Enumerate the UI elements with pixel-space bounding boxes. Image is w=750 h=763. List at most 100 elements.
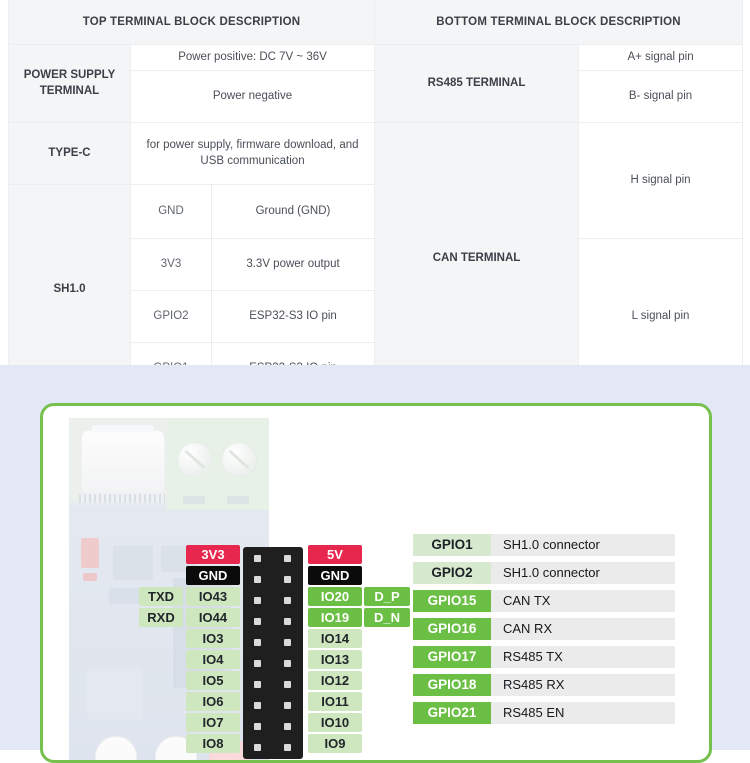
pin-label-d_p: D_P (364, 587, 410, 606)
pin-label-empty (364, 671, 410, 690)
terminal-slot (227, 496, 249, 504)
pin-label-3v3: 3V3 (186, 545, 240, 564)
pin-label-io13: IO13 (308, 650, 362, 669)
pin-label-gnd: GND (186, 566, 240, 585)
table-row: GPIO2 ESP32-S3 IO pin (9, 289, 743, 343)
pin-label-empty (364, 734, 410, 753)
pin-header-hole (254, 576, 261, 583)
cell-rs485-a-signal: A+ signal pin (578, 44, 744, 71)
pin-header-hole (254, 744, 261, 751)
pin-label-io11: IO11 (308, 692, 362, 711)
pin-label-io14: IO14 (308, 629, 362, 648)
pin-header-hole (254, 702, 261, 709)
table-row: POWER SUPPLY TERMINAL Power positive: DC… (8, 44, 744, 123)
pin-header-hole (284, 597, 291, 604)
cell-power-supply-terminal: POWER SUPPLY TERMINAL (8, 44, 131, 123)
terminal-screw-icon (221, 442, 257, 478)
pin-header-hole (254, 597, 261, 604)
pin-label-io4: IO4 (186, 650, 240, 669)
pin-label-io19: IO19 (308, 608, 362, 627)
legend-gpio-description: SH1.0 connector (491, 534, 675, 556)
cell-sh10: SH1.0 (8, 183, 131, 395)
pin-label-io10: IO10 (308, 713, 362, 732)
pin-label-io44: IO44 (186, 608, 240, 627)
pin-header-connector (243, 547, 303, 759)
pin-label-empty (139, 671, 183, 690)
cell-sh10-desc: 3.3V power output (210, 237, 376, 291)
pin-label-empty (139, 734, 183, 753)
rf-connector (87, 668, 143, 720)
pcb-component (83, 573, 97, 581)
pin-label-d_n: D_N (364, 608, 410, 627)
pin-label-rxd: RXD (139, 608, 183, 627)
pin-header-hole (284, 681, 291, 688)
pin-label-io43: IO43 (186, 587, 240, 606)
legend-row: GPIO1 SH1.0 connector (413, 534, 675, 556)
pin-header-hole (284, 702, 291, 709)
pin-label-txd: TXD (139, 587, 183, 606)
pin-header-hole (284, 660, 291, 667)
gpio-function-legend: GPIO1 SH1.0 connector GPIO2 SH1.0 connector… (413, 534, 675, 724)
pin-label-empty (364, 692, 410, 711)
pin-header-hole (284, 639, 291, 646)
legend-gpio-tag: GPIO21 (413, 702, 491, 724)
pin-label-empty (364, 650, 410, 669)
terminal-block-table: TOP TERMINAL BLOCK DESCRIPTION BOTTOM TE… (7, 0, 744, 395)
legend-gpio-tag: GPIO16 (413, 618, 491, 640)
legend-row: GPIO18 RS485 RX (413, 674, 675, 696)
table-row: Power negative B- signal pin (9, 69, 744, 123)
legend-row: GPIO16 CAN RX (413, 618, 675, 640)
header-top-terminal: TOP TERMINAL BLOCK DESCRIPTION (7, 0, 376, 45)
legend-gpio-description: CAN TX (491, 590, 675, 612)
pin-column-left: 3V3 GND IO43 IO44 IO3 IO4 IO5 IO6 IO7 IO8 (186, 545, 240, 753)
cell-sh10-desc: Ground (GND) (210, 183, 376, 239)
pin-label-5v: 5V (308, 545, 362, 564)
usb-c-connector (81, 425, 165, 494)
terminal-screw-icon (177, 442, 213, 478)
legend-gpio-description: SH1.0 connector (491, 562, 675, 584)
pin-header-hole (254, 618, 261, 625)
pin-label-empty (139, 713, 183, 732)
legend-row: GPIO2 SH1.0 connector (413, 562, 675, 584)
legend-gpio-tag: GPIO18 (413, 674, 491, 696)
cell-can-terminal: CAN TERMINAL (374, 121, 580, 395)
legend-gpio-tag: GPIO17 (413, 646, 491, 668)
pin-column-left-alt: TXD RXD (139, 545, 183, 753)
legend-gpio-description: RS485 EN (491, 702, 675, 724)
pin-label-empty (139, 545, 183, 564)
pin-label-io6: IO6 (186, 692, 240, 711)
legend-row: GPIO15 CAN TX (413, 590, 675, 612)
terminal-slot (183, 496, 205, 504)
cell-sh10-desc: ESP32-S3 IO pin (210, 289, 376, 343)
header-bottom-terminal: BOTTOM TERMINAL BLOCK DESCRIPTION (374, 0, 744, 45)
pin-header-hole (284, 723, 291, 730)
legend-gpio-description: RS485 TX (491, 646, 675, 668)
pinout-diagram-card: TXD RXD 3V3 GND IO43 IO44 IO3 IO4 IO5 IO6 IO7 IO8 … (40, 403, 712, 763)
pinout-image-panel: TXD RXD 3V3 GND IO43 IO44 IO3 IO4 IO5 IO6 IO7 IO8 … (0, 365, 750, 763)
cell-sh10-pin: GND (130, 183, 212, 239)
pcb-component (113, 546, 153, 580)
pin-label-io3: IO3 (186, 629, 240, 648)
pcb-component (81, 538, 99, 568)
cell-sh10-pin: 3V3 (130, 237, 212, 291)
pin-label-empty (139, 650, 183, 669)
pin-label-gnd: GND (308, 566, 362, 585)
pin-label-io5: IO5 (186, 671, 240, 690)
usb-c-pads (79, 494, 165, 503)
pin-header-hole (284, 618, 291, 625)
cell-power-positive: Power positive: DC 7V ~ 36V (129, 44, 376, 71)
table-row: SH1.0 GND Ground (GND) (8, 183, 743, 395)
legend-gpio-description: RS485 RX (491, 674, 675, 696)
cell-type-c-desc: for power supply, firmware download, and… (129, 121, 376, 185)
legend-gpio-description: CAN RX (491, 618, 675, 640)
pin-label-empty (364, 713, 410, 732)
pin-header-hole (254, 660, 261, 667)
pin-header-hole (284, 555, 291, 562)
pin-column-right-alt: D_P D_N (364, 545, 410, 753)
legend-gpio-tag: GPIO1 (413, 534, 491, 556)
pin-header-hole (254, 681, 261, 688)
legend-row: GPIO21 RS485 EN (413, 702, 675, 724)
pin-label-io8: IO8 (186, 734, 240, 753)
pin-label-empty (364, 545, 410, 564)
legend-gpio-tag: GPIO2 (413, 562, 491, 584)
